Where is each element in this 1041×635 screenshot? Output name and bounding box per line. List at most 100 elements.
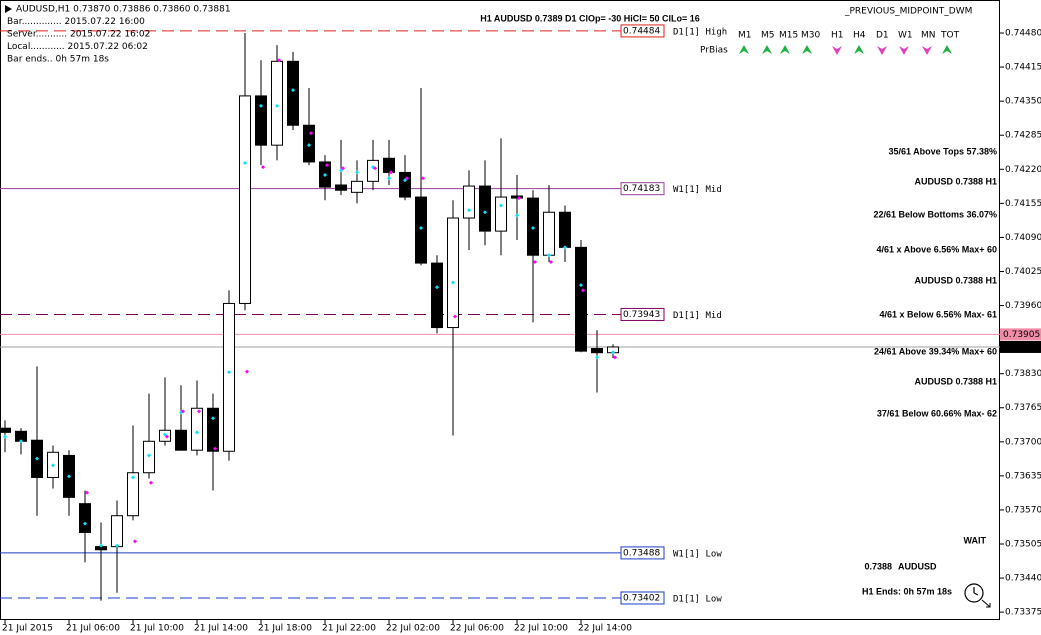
bias-arrow-up <box>942 45 952 54</box>
candle-body <box>175 429 187 451</box>
indicator-dot <box>453 314 457 319</box>
indicator-dot <box>51 463 55 468</box>
indicator-dot <box>533 260 537 265</box>
candle-body <box>591 348 603 354</box>
indicator-dot <box>165 434 169 439</box>
x-tick-label: 21 Jul 22:00 <box>322 624 376 634</box>
indicator-dot <box>421 176 425 181</box>
stats-text: 4/61 x Above 6.56% Max+ 60 <box>877 244 998 254</box>
y-tick-label: 0.74415 <box>1005 63 1041 73</box>
info-line: Bar.............. 2015.07.22 16:00 <box>7 17 145 27</box>
indicator-dot <box>19 439 23 444</box>
candle-body <box>335 184 347 191</box>
x-tick-label: 22 Jul 14:00 <box>578 624 632 634</box>
stats-text: 24/61 Above 39.34% Max+ 60 <box>874 346 997 356</box>
indicator-dot <box>549 260 553 265</box>
y-tick-label: 0.73700 <box>1005 437 1041 447</box>
indicator-dot <box>611 350 615 355</box>
indicator-dot <box>323 173 327 178</box>
indicator-dot <box>355 170 359 175</box>
indicator-dot <box>517 196 521 201</box>
candle-body <box>255 95 267 146</box>
candle-body <box>191 407 203 451</box>
candle-body <box>431 262 443 329</box>
bias-arrow-down <box>832 46 842 55</box>
candle-body <box>207 407 219 452</box>
candle-body <box>79 503 91 533</box>
bias-arrow-up <box>780 45 790 54</box>
candle-body <box>287 60 299 126</box>
indicator-dot <box>83 521 87 526</box>
indicator-dot <box>307 143 311 148</box>
info-line: Bar ends.. 0h 57m 18s <box>7 55 109 65</box>
candle-body <box>127 472 139 517</box>
candle-body <box>239 95 251 304</box>
indicator-dot <box>563 245 567 250</box>
plot-frame <box>0 0 1000 620</box>
y-tick-label: 0.73830 <box>1005 369 1041 379</box>
indicator-dot <box>261 165 265 170</box>
indicator-dot <box>579 283 583 288</box>
indicator-name: _PREVIOUS_MIDPOINT_DWM <box>844 7 972 17</box>
clock-hand <box>973 592 979 596</box>
indicator-dot <box>149 480 153 485</box>
x-tick-label: 21 Jul 18:00 <box>258 624 312 634</box>
bias-arrow-up <box>762 45 772 54</box>
level-price: 0.73488 <box>623 548 660 558</box>
candle-body <box>463 185 475 219</box>
indicator-dot <box>435 285 439 290</box>
x-tick-label: 22 Jul 02:00 <box>386 624 440 634</box>
indicator-dot <box>339 168 343 173</box>
stats-text: 35/61 Above Tops 57.38% <box>888 146 997 156</box>
indicator-dot <box>467 208 471 213</box>
indicator-dot <box>595 355 599 360</box>
y-tick-label: 0.73440 <box>1005 574 1041 584</box>
timeframe-label: D1 <box>876 31 889 41</box>
level-price: 0.73402 <box>623 593 660 603</box>
indicator-dot <box>403 178 407 183</box>
indicator-dot <box>419 225 423 230</box>
x-tick-label: 22 Jul 06:00 <box>450 624 504 634</box>
timeframe-label: M5 <box>761 31 775 41</box>
candle-body <box>351 180 363 193</box>
bias-label: PrBias <box>700 46 728 56</box>
timeframe-label: M30 <box>801 31 820 41</box>
y-tick-label: 0.74350 <box>1005 97 1041 107</box>
quote-price: 0.7388 <box>864 561 892 571</box>
bias-arrow-down <box>922 46 932 55</box>
indicator-dot <box>85 490 89 495</box>
indicator-dot <box>211 416 215 421</box>
y-tick-label: 0.74090 <box>1005 233 1041 243</box>
indicator-dot <box>547 253 551 258</box>
scroll-arrow <box>981 599 991 608</box>
indicator-dot <box>259 103 263 108</box>
x-tick-label: 21 Jul 14:00 <box>194 624 248 634</box>
y-tick-label: 0.73570 <box>1005 505 1041 515</box>
y-tick-label: 0.74155 <box>1005 199 1041 209</box>
indicator-dot <box>163 432 167 437</box>
candle-body <box>511 195 523 199</box>
y-tick-label: 0.73375 <box>1005 608 1041 618</box>
candle-body <box>415 196 427 264</box>
candle-body <box>399 171 411 198</box>
indicator-dot <box>147 453 151 458</box>
indicator-dot <box>275 103 279 108</box>
y-tick-label: 0.73635 <box>1005 471 1041 481</box>
level-price: 0.74183 <box>623 184 660 194</box>
candle-body <box>111 515 123 548</box>
price-box-label: 0.73905 <box>1003 330 1040 340</box>
x-tick-label: 21 Jul 2015 <box>2 624 53 634</box>
bias-arrow-down <box>899 46 909 55</box>
indicator-dot <box>197 409 201 414</box>
indicator-dot <box>245 369 249 374</box>
level-name: D1[1] Mid <box>673 311 722 321</box>
level-price: 0.73943 <box>623 310 660 320</box>
candle-body <box>479 185 491 232</box>
bias-arrow-up <box>854 45 864 54</box>
level-name: W1[1] Low <box>673 549 722 559</box>
y-tick-label: 0.74480 <box>1005 29 1041 39</box>
level-price-box <box>620 24 665 38</box>
x-tick-label: 21 Jul 10:00 <box>130 624 184 634</box>
